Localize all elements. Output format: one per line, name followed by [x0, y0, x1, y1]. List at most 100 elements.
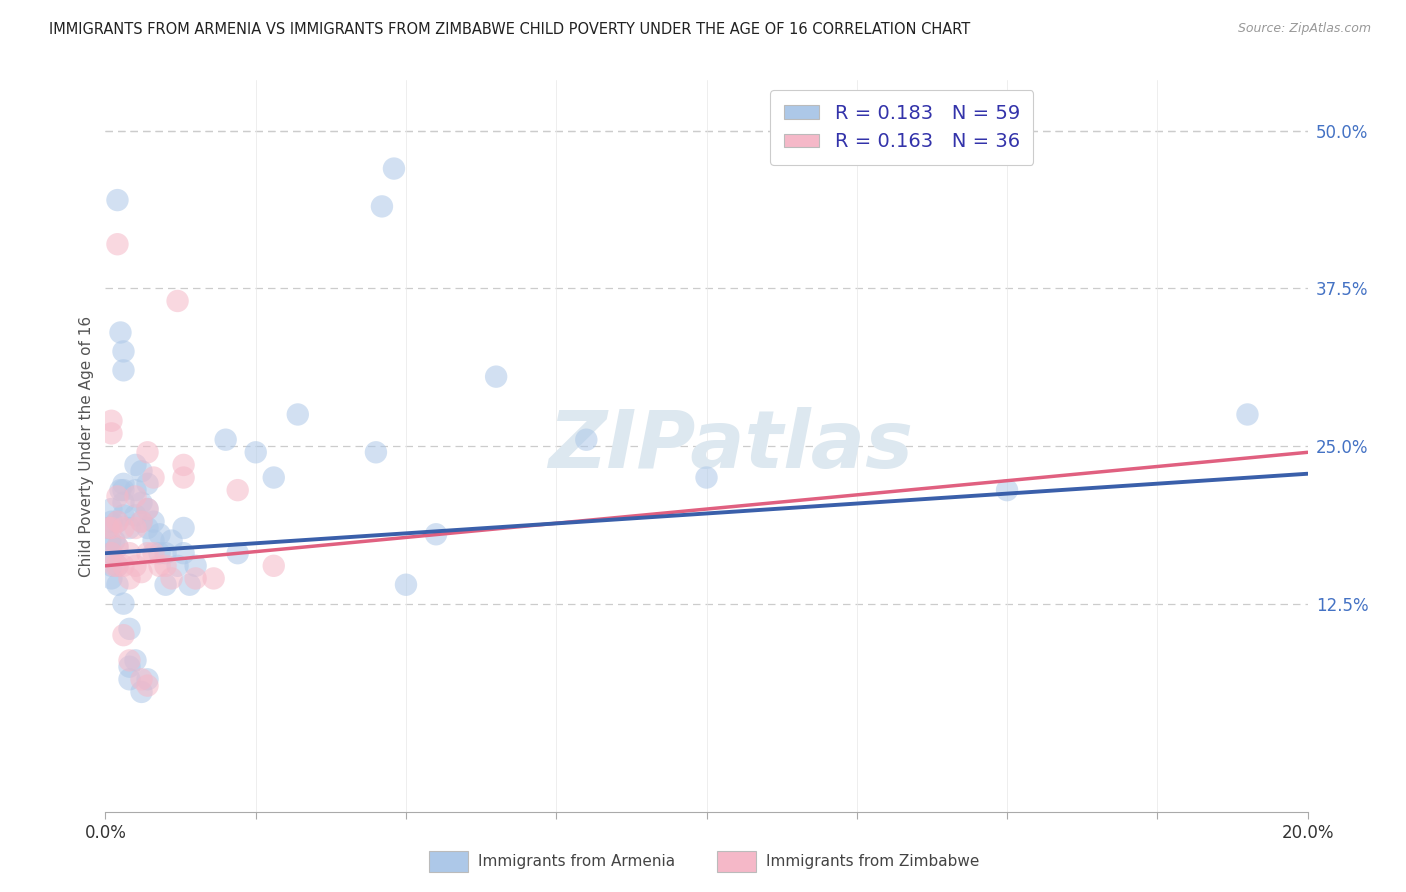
Point — [131, 515, 153, 529]
Point — [112, 476, 135, 491]
Point — [136, 445, 159, 459]
Point — [97, 521, 120, 535]
Point — [1236, 408, 1258, 422]
Point — [173, 521, 195, 535]
Point — [142, 546, 165, 560]
Point — [103, 533, 125, 548]
Point — [148, 546, 170, 560]
Point — [131, 565, 153, 579]
Point — [110, 483, 132, 497]
Point — [118, 521, 141, 535]
Point — [98, 533, 121, 548]
Point — [107, 540, 129, 554]
Point — [107, 578, 129, 592]
Point — [100, 414, 122, 428]
Point — [118, 622, 141, 636]
Point — [124, 508, 146, 523]
Point — [107, 490, 129, 504]
Point — [136, 546, 159, 560]
Text: ZIPatlas: ZIPatlas — [548, 407, 912, 485]
Point — [173, 546, 195, 560]
Point — [112, 344, 135, 359]
Point — [112, 628, 135, 642]
Point — [245, 445, 267, 459]
Point — [124, 490, 146, 504]
Text: IMMIGRANTS FROM ARMENIA VS IMMIGRANTS FROM ZIMBABWE CHILD POVERTY UNDER THE AGE : IMMIGRANTS FROM ARMENIA VS IMMIGRANTS FR… — [49, 22, 970, 37]
Point — [226, 483, 249, 497]
Point — [100, 502, 122, 516]
Point — [214, 433, 236, 447]
Point — [155, 578, 177, 592]
Point — [995, 483, 1018, 497]
Point — [166, 293, 188, 308]
Point — [124, 653, 146, 667]
Point — [100, 546, 122, 560]
Point — [287, 408, 309, 422]
Point — [173, 458, 195, 472]
Point — [107, 558, 129, 573]
Point — [112, 558, 135, 573]
Text: Source: ZipAtlas.com: Source: ZipAtlas.com — [1237, 22, 1371, 36]
Point — [136, 502, 159, 516]
Point — [107, 237, 129, 252]
Point — [136, 679, 159, 693]
Point — [263, 470, 285, 484]
Point — [97, 521, 120, 535]
Point — [124, 458, 146, 472]
Point — [173, 470, 195, 484]
Point — [395, 578, 418, 592]
Point — [131, 464, 153, 478]
Point — [136, 476, 159, 491]
Point — [160, 533, 183, 548]
Point — [485, 369, 508, 384]
Point — [100, 558, 122, 573]
Point — [226, 546, 249, 560]
Point — [100, 546, 122, 560]
Point — [124, 521, 146, 535]
Point — [112, 597, 135, 611]
Point — [142, 515, 165, 529]
Point — [107, 515, 129, 529]
Point — [131, 515, 153, 529]
Point — [118, 571, 141, 585]
FancyBboxPatch shape — [717, 851, 756, 872]
Point — [118, 659, 141, 673]
Point — [100, 515, 122, 529]
Point — [112, 496, 135, 510]
Point — [382, 161, 405, 176]
Text: Immigrants from Zimbabwe: Immigrants from Zimbabwe — [766, 855, 980, 869]
Point — [142, 470, 165, 484]
Point — [124, 558, 146, 573]
Point — [202, 571, 225, 585]
Point — [136, 502, 159, 516]
Point — [142, 533, 165, 548]
Point — [575, 433, 598, 447]
Point — [136, 673, 159, 687]
Point — [425, 527, 447, 541]
Y-axis label: Child Poverty Under the Age of 16: Child Poverty Under the Age of 16 — [79, 316, 94, 576]
Point — [166, 558, 188, 573]
Point — [179, 578, 201, 592]
Point — [131, 673, 153, 687]
Point — [184, 558, 207, 573]
Point — [100, 521, 122, 535]
Point — [148, 558, 170, 573]
Point — [131, 496, 153, 510]
Point — [124, 483, 146, 497]
Point — [110, 326, 132, 340]
Point — [371, 199, 394, 213]
Point — [696, 470, 718, 484]
Legend: R = 0.183   N = 59, R = 0.163   N = 36: R = 0.183 N = 59, R = 0.163 N = 36 — [770, 90, 1033, 165]
Point — [364, 445, 387, 459]
FancyBboxPatch shape — [429, 851, 468, 872]
Point — [263, 558, 285, 573]
Point — [103, 558, 125, 573]
Point — [118, 653, 141, 667]
Point — [160, 571, 183, 585]
Point — [112, 521, 135, 535]
Point — [155, 558, 177, 573]
Point — [155, 546, 177, 560]
Point — [118, 546, 141, 560]
Point — [107, 193, 129, 207]
Point — [112, 363, 135, 377]
